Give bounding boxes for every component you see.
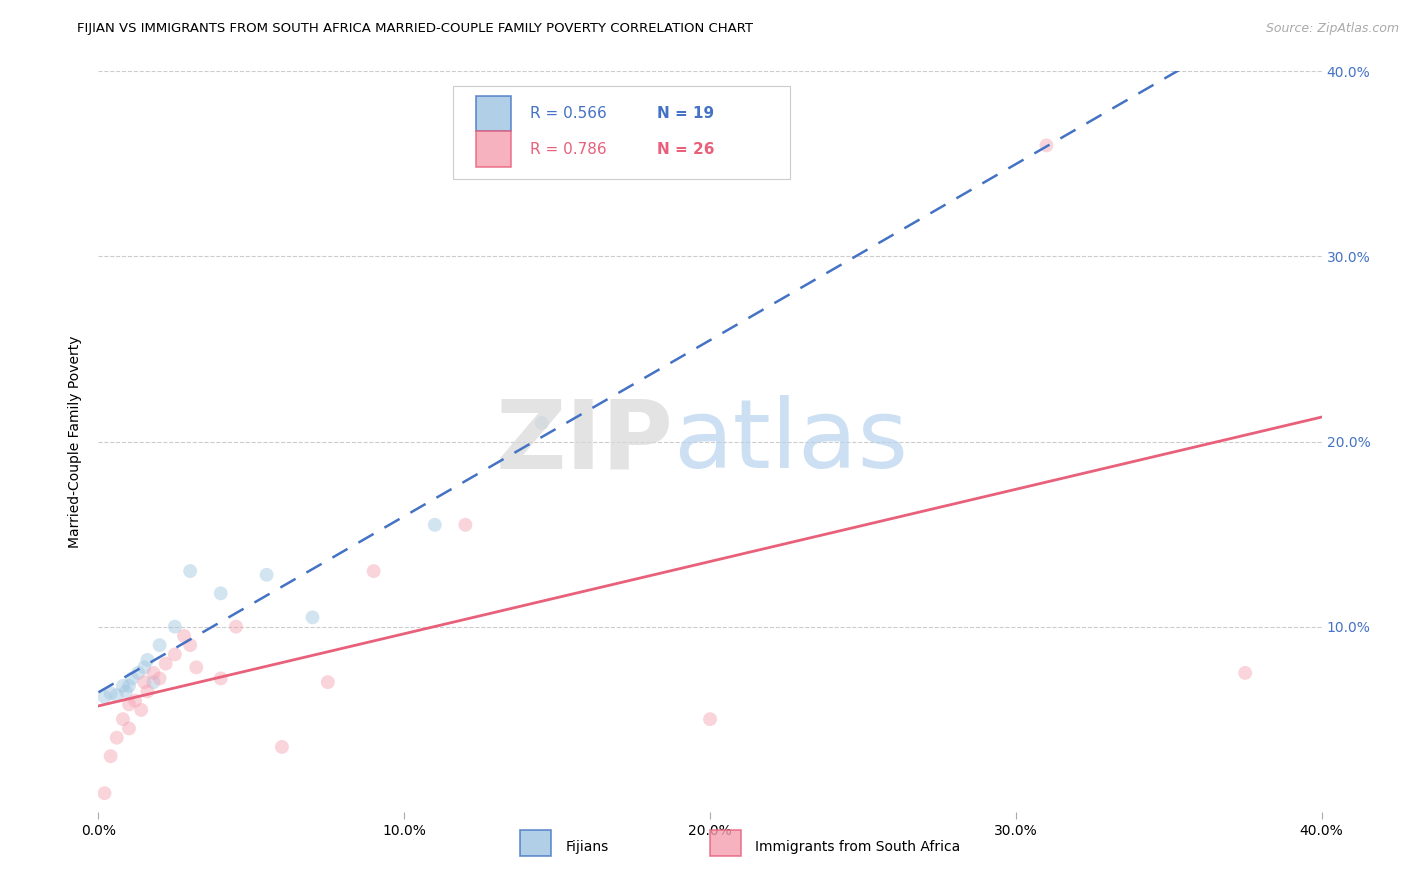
Point <box>173 629 195 643</box>
Text: R = 0.566: R = 0.566 <box>530 106 607 121</box>
Y-axis label: Married-Couple Family Poverty: Married-Couple Family Poverty <box>69 335 83 548</box>
Point <box>100 749 122 764</box>
Point <box>454 517 477 532</box>
Text: N = 26: N = 26 <box>658 142 714 157</box>
Point <box>363 564 385 578</box>
Point <box>256 567 278 582</box>
Point <box>118 679 141 693</box>
FancyBboxPatch shape <box>520 830 551 856</box>
Point <box>1035 138 1057 153</box>
Point <box>129 703 152 717</box>
Point <box>225 619 247 633</box>
Point <box>124 694 146 708</box>
Point <box>179 564 201 578</box>
Point <box>1234 665 1257 680</box>
Point <box>100 686 122 700</box>
Point <box>163 619 186 633</box>
Point <box>209 586 232 600</box>
Point <box>105 731 128 745</box>
Point <box>699 712 721 726</box>
Text: Immigrants from South Africa: Immigrants from South Africa <box>755 840 960 855</box>
Point <box>316 675 339 690</box>
Point <box>134 660 156 674</box>
FancyBboxPatch shape <box>477 131 510 167</box>
Point <box>179 638 201 652</box>
Text: ZIP: ZIP <box>495 395 673 488</box>
Point <box>149 638 172 652</box>
Point <box>105 688 128 702</box>
Point <box>301 610 323 624</box>
Point <box>118 722 141 736</box>
Point <box>118 698 141 712</box>
Text: atlas: atlas <box>673 395 908 488</box>
Point <box>115 684 138 698</box>
Text: R = 0.786: R = 0.786 <box>530 142 607 157</box>
Point <box>93 786 115 800</box>
Text: FIJIAN VS IMMIGRANTS FROM SOUTH AFRICA MARRIED-COUPLE FAMILY POVERTY CORRELATION: FIJIAN VS IMMIGRANTS FROM SOUTH AFRICA M… <box>77 22 754 36</box>
Point <box>111 712 134 726</box>
Point <box>127 665 149 680</box>
Point <box>155 657 177 671</box>
Text: N = 19: N = 19 <box>658 106 714 121</box>
Text: Fijians: Fijians <box>565 840 609 855</box>
FancyBboxPatch shape <box>710 830 741 856</box>
Point <box>136 684 159 698</box>
Point <box>186 660 208 674</box>
Point <box>93 690 115 704</box>
Point <box>209 672 232 686</box>
Point <box>163 648 186 662</box>
Text: Source: ZipAtlas.com: Source: ZipAtlas.com <box>1265 22 1399 36</box>
Point <box>149 672 172 686</box>
Point <box>136 653 159 667</box>
Point <box>142 665 165 680</box>
FancyBboxPatch shape <box>453 87 790 178</box>
Point <box>530 416 553 430</box>
Point <box>111 679 134 693</box>
Point <box>142 675 165 690</box>
Point <box>270 739 292 754</box>
Point <box>423 517 446 532</box>
Point <box>134 675 156 690</box>
Point <box>121 672 143 686</box>
FancyBboxPatch shape <box>477 95 510 131</box>
